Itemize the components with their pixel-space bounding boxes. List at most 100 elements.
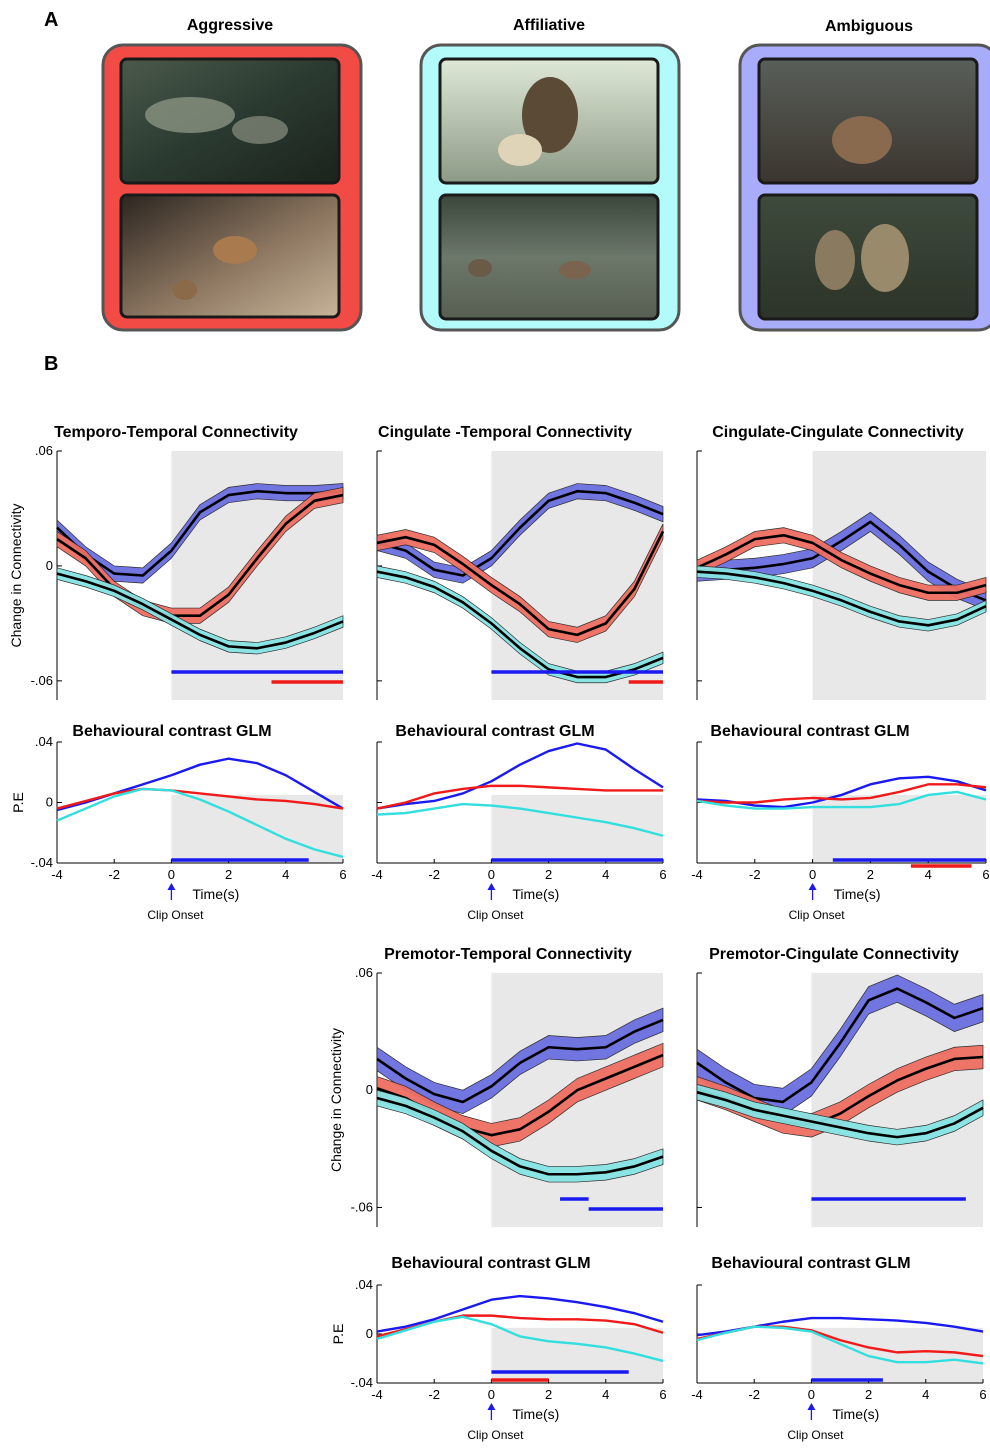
series-band-cyan	[56, 567, 344, 655]
x-tick-label: 2	[225, 867, 232, 882]
series-line-red	[56, 493, 344, 618]
x-tick-label: 6	[339, 867, 346, 882]
category-title: Ambiguous	[825, 18, 913, 35]
video-clip-still	[119, 57, 341, 185]
onset-arrow-head	[807, 1403, 816, 1410]
chart: Behavioural contrast GLM .04 0 -.04-4 -2 0 2 4 6…	[330, 1255, 667, 1442]
onset-arrow-head	[487, 883, 496, 890]
series-line-cyan	[56, 572, 344, 650]
y-axis-label: Change in Connectivity	[8, 504, 24, 648]
x-tick-label: -4	[371, 867, 383, 882]
x-tick-label: 6	[979, 1387, 986, 1402]
series-line-cyan	[376, 1096, 664, 1176]
x-tick-label: 2	[545, 1387, 552, 1402]
x-tick-label: -2	[428, 867, 440, 882]
chart-title: Behavioural contrast GLM	[710, 723, 909, 740]
x-tick-label: -2	[108, 867, 120, 882]
panel-a-label: A	[44, 9, 58, 31]
series-line-cyan	[696, 570, 987, 627]
series-line-cyan	[696, 1325, 984, 1365]
video-clip-still	[438, 57, 660, 185]
y-tick-label: 0	[366, 1326, 373, 1341]
x-tick-label: -4	[691, 1387, 703, 1402]
series-band-red	[696, 527, 987, 601]
series-line-cyan	[376, 802, 664, 837]
clip-onset-label: Clip Onset	[787, 1428, 844, 1442]
x-tick-label: 4	[925, 867, 932, 882]
series-line-blue	[376, 489, 664, 577]
chart-title: Premotor-Cingulate Connectivity	[709, 946, 959, 963]
chart-title: Behavioural contrast GLM	[72, 723, 271, 740]
x-tick-label: -4	[691, 867, 703, 882]
x-axis-label: Time(s)	[512, 886, 559, 902]
panel-b-label: B	[44, 353, 58, 375]
y-axis-label: P.E	[10, 792, 26, 813]
post-onset-shading	[812, 451, 986, 700]
series-line-blue	[56, 489, 344, 577]
chart-title: Behavioural contrast GLM	[391, 1255, 590, 1272]
series-line-red	[696, 783, 987, 804]
x-tick-label: 2	[545, 867, 552, 882]
x-tick-label: -4	[371, 1387, 383, 1402]
y-axis-label: Change in Connectivity	[328, 1028, 344, 1172]
x-tick-label: 2	[867, 867, 874, 882]
chart: Cingulate-Cingulate Connectivity	[696, 424, 987, 700]
y-tick-label: .04	[35, 734, 53, 749]
x-tick-label: 0	[808, 1387, 815, 1402]
chart: Behavioural contrast GLM .04 0 -.04-4 -2 0 2 4 6…	[10, 723, 347, 922]
x-axis-label: Time(s)	[512, 1406, 559, 1422]
series-line-red	[376, 784, 663, 810]
series-line-cyan	[376, 1315, 664, 1363]
y-tick-label: -.06	[31, 673, 53, 688]
onset-arrow-head	[808, 883, 817, 890]
category-ambiguous: Ambiguous	[738, 18, 990, 332]
chart: Premotor-Temporal Connectivity .06 0 -.06 Ch…	[328, 946, 664, 1227]
video-clip-still	[757, 193, 979, 321]
video-clip-still	[757, 57, 979, 185]
chart-title: Cingulate -Temporal Connectivity	[378, 424, 632, 441]
series-line-blue	[696, 775, 987, 809]
x-axis-label: Time(s)	[832, 1406, 879, 1422]
series-band-cyan	[696, 1083, 984, 1146]
y-tick-label: -.04	[351, 1375, 373, 1390]
post-onset-shading	[171, 794, 343, 863]
y-axis-label: P.E	[330, 1324, 346, 1345]
clip-onset-label: Clip Onset	[467, 1428, 524, 1442]
x-tick-label: 6	[659, 867, 666, 882]
category-affiliative: Affiliative	[419, 17, 681, 332]
x-tick-label: 0	[488, 1387, 495, 1402]
x-axis-label: Time(s)	[192, 886, 239, 902]
video-clip-still	[438, 193, 660, 321]
series-line-blue	[376, 742, 664, 810]
y-tick-label: 0	[366, 1082, 373, 1097]
chart: Cingulate -Temporal Connectivity	[376, 424, 665, 700]
onset-arrow-head	[487, 1403, 496, 1410]
series-band-cyan	[376, 1089, 664, 1183]
x-tick-label: 6	[659, 1387, 666, 1402]
series-line-blue	[696, 520, 987, 602]
clip-onset-label: Clip Onset	[467, 908, 524, 922]
x-axis-label: Time(s)	[834, 886, 881, 902]
y-tick-label: 0	[46, 558, 53, 573]
x-tick-label: 4	[922, 1387, 929, 1402]
x-tick-label: 4	[602, 867, 609, 882]
chart: Premotor-Cingulate Connectivity	[696, 946, 984, 1227]
x-tick-label: 4	[282, 867, 289, 882]
x-tick-label: 4	[602, 1387, 609, 1402]
x-tick-label: 2	[865, 1387, 872, 1402]
x-tick-label: -4	[51, 867, 63, 882]
y-tick-label: .04	[355, 1277, 373, 1292]
chart: Behavioural contrast GLM -4 -2 0 2 4 6 Time(s) C…	[691, 723, 989, 922]
chart-title: Behavioural contrast GLM	[395, 723, 594, 740]
chart-title: Temporo-Temporal Connectivity	[54, 424, 298, 441]
series-line-cyan	[56, 787, 344, 859]
y-tick-label: -.04	[31, 855, 53, 870]
series-line-cyan	[376, 570, 664, 679]
series-line-red	[56, 787, 344, 810]
chart-title: Behavioural contrast GLM	[711, 1255, 910, 1272]
y-tick-label: .06	[35, 443, 53, 458]
series-line-cyan	[696, 790, 987, 810]
x-tick-label: -2	[749, 867, 761, 882]
category-title: Aggressive	[187, 17, 273, 34]
